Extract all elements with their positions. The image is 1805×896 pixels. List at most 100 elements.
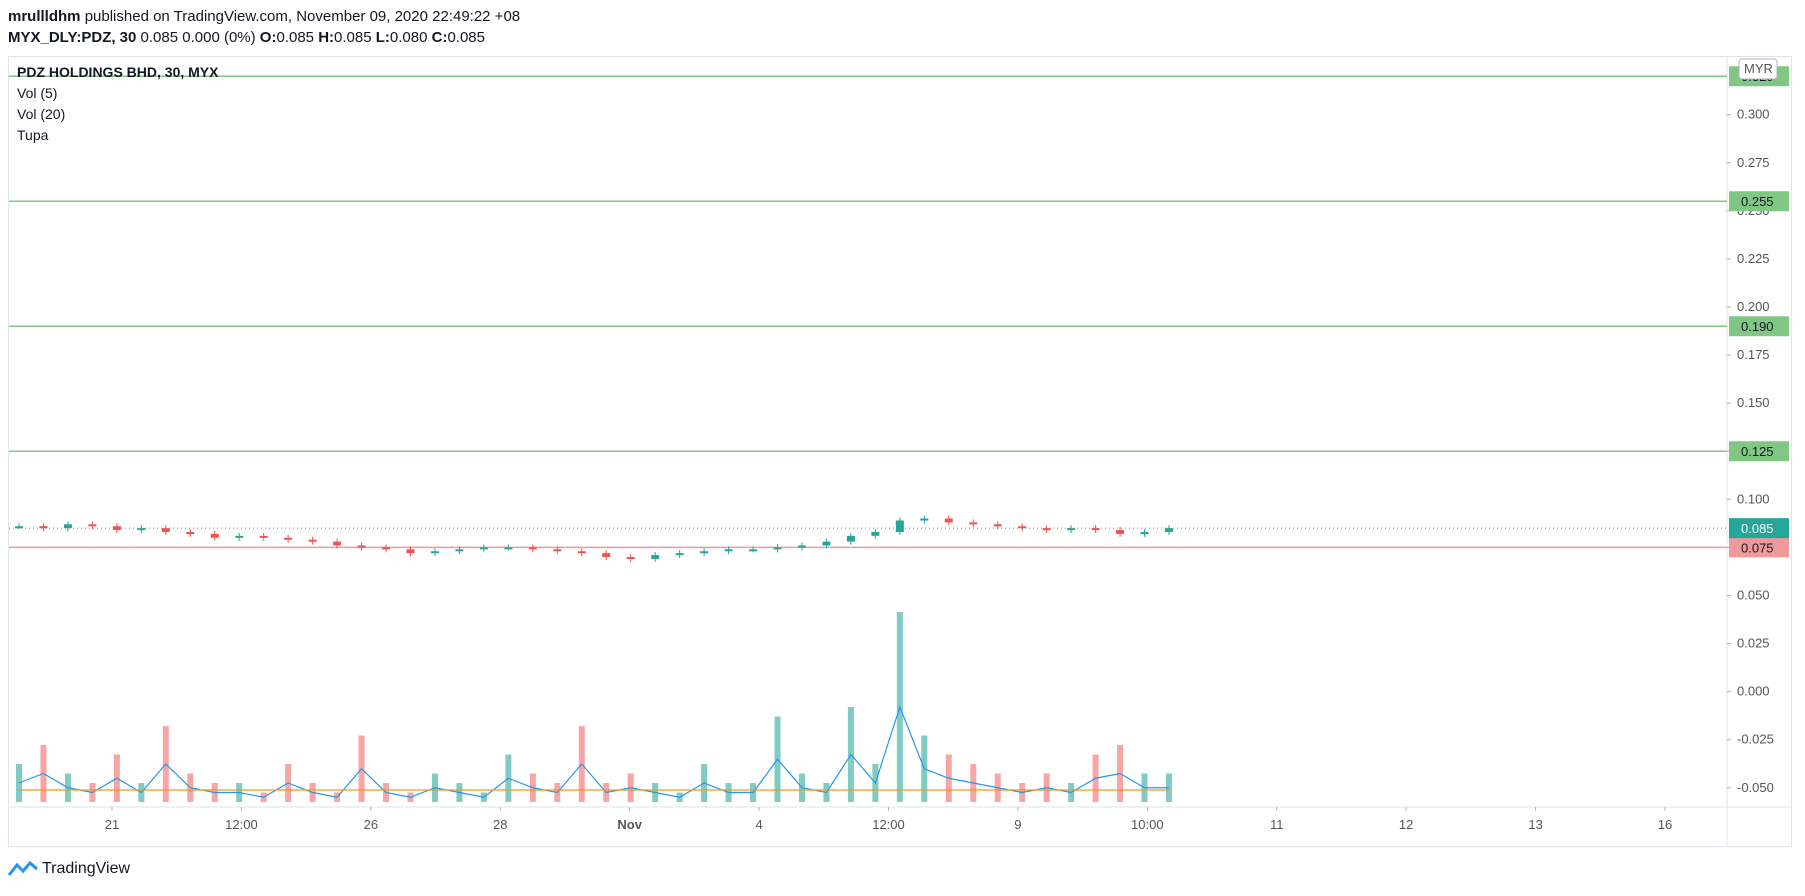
footer: TradingView [8,860,130,878]
x-tick-label: 21 [105,817,119,832]
high-label: H: [318,29,335,46]
candle-body [88,524,97,527]
y-tick-label: 0.275 [1737,155,1770,170]
y-tick-label: 0.100 [1737,491,1770,506]
candle-body [749,549,758,552]
y-tick-label: 0.000 [1737,684,1770,699]
level-price-label: 0.190 [1741,319,1774,334]
last-price-tag [1729,518,1789,539]
candle-body [15,526,23,529]
candle-body [773,547,782,550]
x-tick-label: 11 [1270,817,1284,832]
candle-body [822,541,831,546]
candle-body [724,549,733,552]
currency-label: MYR [1744,61,1773,76]
candle-body [871,532,880,536]
candle-body [602,553,611,557]
candle-body [479,547,488,550]
candle-body [186,532,195,534]
candle-body [1116,530,1125,534]
candle-body [944,518,953,523]
low-value: 0.080 [389,29,428,46]
x-tick-label: 12:00 [872,817,905,832]
level-price-tag [1729,191,1789,212]
level-price-tag [1729,537,1789,558]
y-tick-label: 0.025 [1737,636,1770,651]
level-price-tag [1729,316,1789,337]
y-tick-label: 0.200 [1737,299,1770,314]
candle-body [504,547,513,550]
candle-body [626,557,635,559]
y-tick-label: 0.150 [1737,395,1770,410]
symbol-label: MYX_DLY:PDZ, 30 [8,29,137,46]
y-tick-label: 0.300 [1737,107,1770,122]
level-price-tag [1729,441,1789,462]
candle-body [455,549,464,552]
candle-body [528,547,537,550]
candle-body [430,551,439,554]
level-price-label: 0.255 [1741,194,1774,209]
brand-name[interactable]: TradingView [42,860,131,877]
legend-title: PDZ HOLDINGS BHD, 30, MYX [17,64,219,80]
candle-body [259,535,268,538]
y-tick-label: 0.225 [1737,251,1770,266]
candle-body [797,545,806,548]
candle-body [284,537,293,540]
x-tick-label: 12:00 [225,817,258,832]
candle-body [63,524,72,529]
candle-body [895,520,904,532]
candle-body [382,547,391,550]
chart-header: mrullldhm published on TradingView.com, … [8,6,520,48]
candle-body [1067,528,1076,531]
candle-body [161,528,170,532]
tradingview-logo-icon [8,861,38,876]
y-tick-label: 0.050 [1737,587,1770,602]
high-value: 0.085 [334,29,372,46]
candle-body [112,526,121,531]
quote-values: 0.085 0.000 (0%) [140,29,256,46]
candle-body [651,555,660,559]
open-value: 0.085 [276,29,315,46]
candle-body [1165,528,1173,532]
volume-ma-fast-line [18,705,1169,798]
currency-badge [1738,58,1778,80]
candle-body [700,551,709,554]
legend-item[interactable]: Vol (5) [17,85,57,101]
low-label: L: [375,29,390,46]
candle-body [675,553,684,556]
candle-body [1140,532,1149,534]
legend-item[interactable]: Vol (20) [17,106,65,122]
x-tick-label: 12 [1399,817,1413,832]
candle-body [137,528,146,531]
candle-body [308,539,317,542]
level-price-label: 0.075 [1741,540,1774,555]
x-tick-label: 4 [755,817,762,832]
candle-body [406,549,415,554]
x-tick-label: Nov [617,817,642,832]
candle-body [1091,528,1100,531]
price-chart[interactable]: 0.3000.2750.2500.2250.2000.1750.1500.125… [9,57,1791,846]
candle-body [846,535,855,542]
author-name[interactable]: mrullldhm [8,8,81,25]
candle-body [39,526,48,529]
candle-body [969,522,978,525]
candle-body [235,535,244,538]
chart-frame[interactable]: 0.3000.2750.2500.2250.2000.1750.1500.125… [8,56,1792,847]
x-tick-label: 13 [1528,817,1542,832]
y-tick-label: 0.175 [1737,347,1770,362]
x-tick-label: 26 [364,817,378,832]
candle-body [577,551,586,554]
level-price-label: 0.125 [1741,444,1774,459]
candle-body [333,541,342,546]
candle-body [357,545,366,548]
close-value: 0.085 [447,29,485,46]
candle-body [553,549,562,552]
candle-body [920,518,929,521]
y-tick-label: -0.050 [1737,780,1774,795]
last-price-label: 0.085 [1741,521,1774,536]
candle-body [210,533,219,538]
candle-body [1042,528,1051,531]
legend-item[interactable]: Tupa [17,127,49,143]
open-label: O: [259,29,277,46]
candle-body [1018,526,1027,529]
